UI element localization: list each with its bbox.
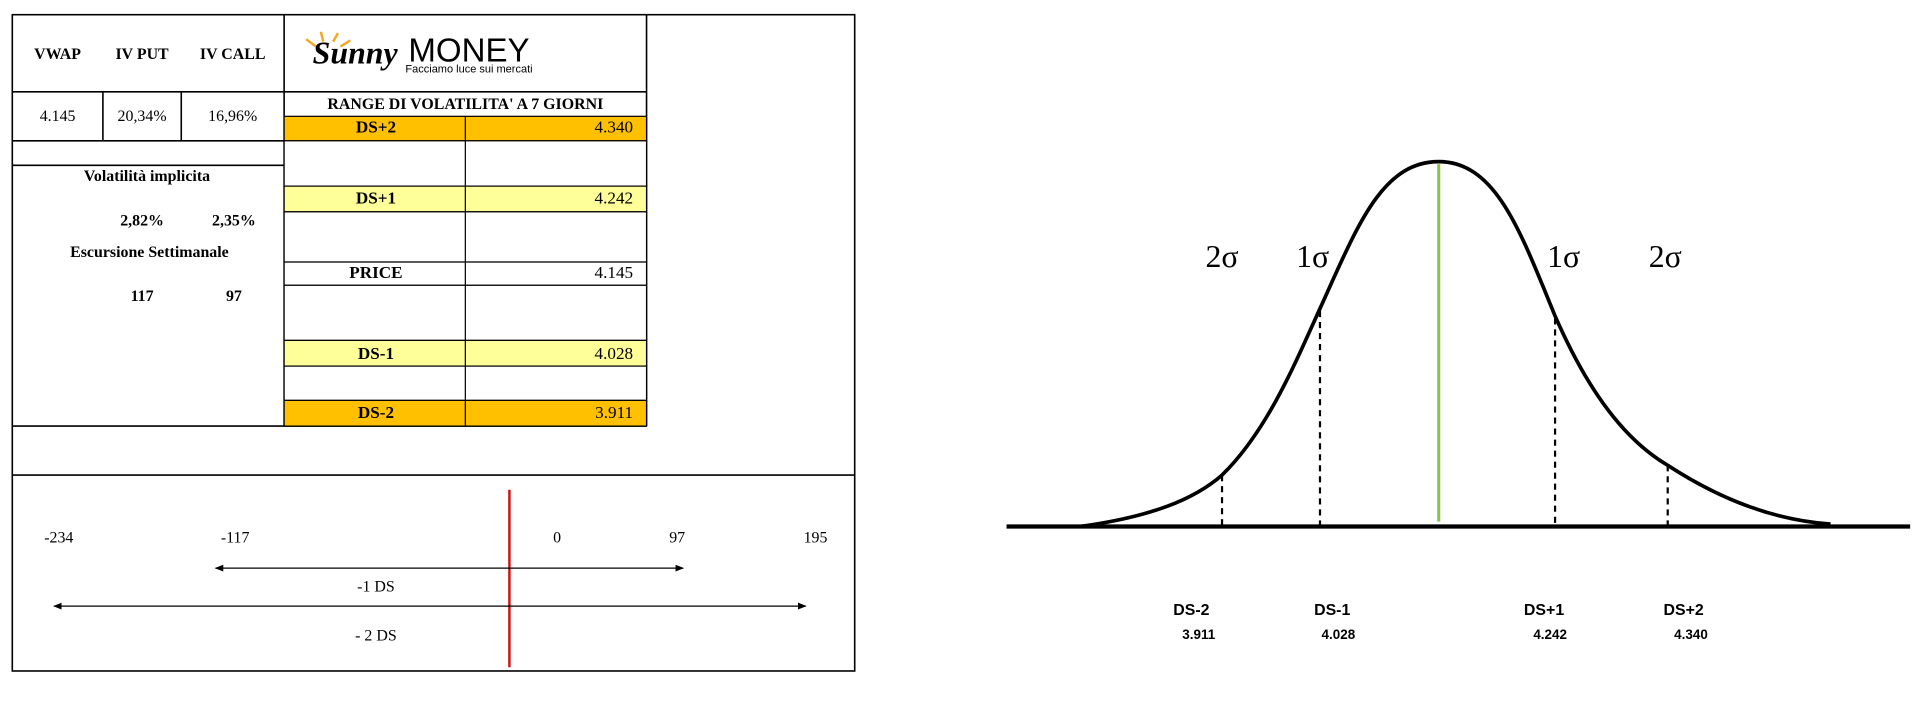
range-title: RANGE DI VOLATILITA' A 7 GIORNI	[327, 96, 603, 113]
section-title: Escursione Settimanale	[70, 244, 229, 261]
column-header: VWAP	[34, 46, 81, 63]
arrow-label: -1 DS	[357, 578, 395, 595]
column-header: IV CALL	[200, 46, 266, 63]
section-title: Volatilità implicita	[84, 168, 210, 185]
logo-tagline: Facciamo luce sui mercati	[405, 64, 532, 76]
range-label: DS-2	[358, 403, 394, 422]
level-label: DS+2	[1664, 602, 1704, 619]
logo-brand: Sunny	[313, 36, 399, 71]
header-value: 4.145	[40, 108, 76, 125]
arrow-label: - 2 DS	[355, 627, 397, 644]
range-label: DS+1	[356, 189, 396, 208]
volatility-value: 2,35%	[212, 212, 256, 229]
excursion-value: 97	[226, 288, 242, 305]
scale-tick: -117	[221, 529, 250, 546]
logo-sun	[305, 31, 351, 48]
level-label: DS-1	[1314, 602, 1350, 619]
sigma-label: 2σ	[1205, 239, 1238, 274]
range-label: PRICE	[349, 263, 402, 282]
texts: VWAP IV PUT IV CALL 4.145 20,34% 16,96% Sunny M…	[34, 32, 1708, 644]
scale-tick: 0	[553, 529, 561, 546]
range-value: 3.911	[595, 403, 633, 422]
volatility-value: 2,82%	[120, 212, 164, 229]
range-value: 4.028	[595, 344, 634, 363]
level-label: DS-2	[1173, 602, 1209, 619]
range-value: 4.145	[595, 263, 634, 282]
scale-lines	[53, 489, 807, 668]
excursion-value: 117	[131, 288, 154, 305]
level-value: 4.242	[1533, 627, 1567, 642]
scale-tick: 97	[669, 529, 685, 546]
level-value: 4.028	[1322, 627, 1356, 642]
level-value: 3.911	[1182, 627, 1215, 642]
scale-tick: -234	[44, 529, 73, 546]
sigma-label: 1σ	[1547, 239, 1580, 274]
logo-name: MONEY	[408, 32, 529, 69]
range-value: 4.340	[595, 118, 634, 137]
range-value: 4.242	[595, 189, 634, 208]
column-header: IV PUT	[115, 46, 169, 63]
range-label: DS+2	[356, 118, 396, 137]
range-cells	[283, 115, 648, 427]
scale-tick: 195	[804, 529, 828, 546]
sigma-label: 2σ	[1649, 239, 1682, 274]
range-label: DS-1	[358, 344, 394, 363]
header-value: 20,34%	[118, 108, 167, 125]
header-value: 16,96%	[208, 108, 257, 125]
level-value: 4.340	[1674, 627, 1708, 642]
level-label: DS+1	[1524, 602, 1564, 619]
sigma-label: 1σ	[1296, 239, 1329, 274]
bell-curve	[1006, 159, 1911, 529]
